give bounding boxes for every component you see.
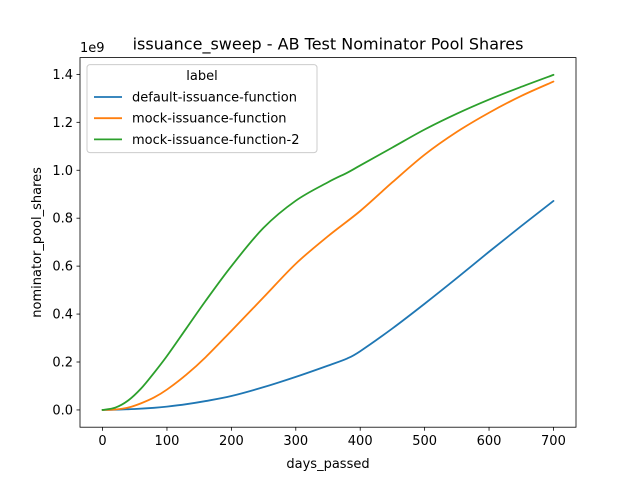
axes-frame [79,57,577,428]
x-tick-label: 300 [283,434,308,449]
legend-box [86,64,318,154]
x-tick-label: 600 [477,434,502,449]
series-line-mock-issuance-function [101,80,555,411]
chart-title: issuance_sweep - AB Test Nominator Pool … [133,35,524,55]
x-tick-label: 500 [412,434,437,449]
y-tick-label: 0.4 [52,308,73,323]
series-line-default-issuance-function [101,200,555,411]
y-tick-label: 0.2 [52,356,73,371]
axis-ticks: 0 100 200 300 400 500 600 700 0.0 0.2 0.4 0.6 0.8 1.0… [52,68,566,449]
x-axis-label: days_passed [286,457,369,472]
legend-title: label [186,69,217,84]
y-tick-label: 1.2 [52,116,73,131]
plot-area [101,73,555,411]
y-tick-label: 0.0 [52,403,73,418]
legend-label: mock-issuance-function [132,112,287,127]
legend-label: mock-issuance-function-2 [132,133,300,148]
x-tick-label: 400 [348,434,373,449]
legend: label default-issuance-function mock-issu… [86,64,318,154]
legend-items: default-issuance-function mock-issuance-f… [94,91,300,148]
series-line-mock-issuance-function-2 [101,73,555,411]
x-tick-label: 100 [155,434,180,449]
y-tick-label: 1.4 [52,68,73,83]
y-tick-label: 0.8 [52,212,73,227]
y-tick-label: 1.0 [52,164,73,179]
x-tick-label: 0 [98,434,106,449]
y-axis-label: nominator_pool_shares [30,167,45,318]
x-tick-label: 200 [219,434,244,449]
y-tick-label: 0.6 [52,260,73,275]
x-tick-label: 700 [541,434,566,449]
y-offset-label: 1e9 [80,41,105,56]
legend-label: default-issuance-function [132,91,297,106]
